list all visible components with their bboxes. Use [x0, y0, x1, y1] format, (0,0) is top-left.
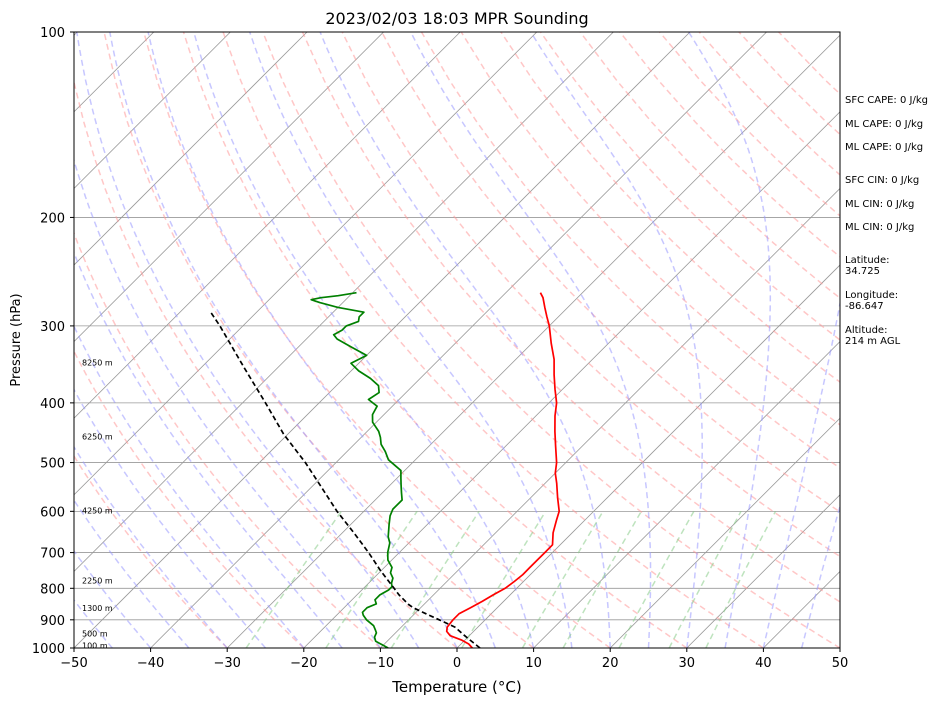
x-tick-label: 40	[755, 656, 772, 671]
isotherm-line	[227, 32, 843, 648]
y-tick-label: 400	[40, 397, 65, 412]
latitude-label: Latitude:	[845, 255, 890, 266]
altitude-value: 214 m AGL	[845, 336, 900, 347]
sfc-cin-text: SFC CIN: 0 J/kg	[845, 175, 919, 186]
height-label: 500 m	[82, 629, 108, 638]
height-label: 4250 m	[82, 506, 113, 515]
chart-title: 2023/02/03 18:03 MPR Sounding	[325, 9, 588, 28]
y-tick-label: 800	[40, 582, 65, 597]
profile-lines	[211, 293, 560, 648]
height-label: 100 m	[82, 642, 108, 651]
y-tick-label: 600	[40, 505, 65, 520]
moist-adiabat-line	[22, 32, 343, 648]
x-tick-label: −10	[367, 656, 394, 671]
longitude-label: Longitude:	[845, 290, 898, 301]
sfc-cape-text: SFC CAPE: 0 J/kg	[845, 95, 928, 106]
dry-adiabat-line	[223, 32, 763, 648]
x-tick-label: 10	[525, 656, 542, 671]
moist-adiabat-line	[250, 32, 572, 648]
y-axis-ticks: 100 200 300 400 500 600 700 800 900 1000	[32, 26, 74, 657]
isotherm-line	[304, 32, 920, 648]
x-tick-label: −30	[213, 656, 240, 671]
x-tick-label: 30	[679, 656, 696, 671]
x-tick-label: 0	[453, 656, 461, 671]
ml-cape-text-1: ML CAPE: 0 J/kg	[845, 119, 923, 130]
isotherm-line	[0, 32, 460, 648]
ml-cin-text-1: ML CIN: 0 J/kg	[845, 199, 914, 210]
y-tick-label: 100	[40, 26, 65, 41]
moist-adiabat-line	[531, 32, 702, 648]
y-tick-label: 300	[40, 320, 65, 335]
isotherm-line	[0, 32, 613, 648]
y-tick-label: 700	[40, 547, 65, 562]
plot-frame	[74, 32, 840, 648]
dry-adiabat-line	[144, 32, 610, 648]
moist-adiabat-line	[148, 32, 495, 648]
y-tick-label: 500	[40, 457, 65, 472]
y-tick-label: 900	[40, 614, 65, 629]
x-tick-label: −50	[60, 656, 87, 671]
x-axis-ticks: −50 −40 −30 −20 −10 0 10 20 30 40 50	[60, 648, 848, 671]
ml-cin-text-2: ML CIN: 0 J/kg	[845, 222, 914, 233]
height-label: 2250 m	[82, 577, 113, 586]
mixing-ratio-line	[523, 511, 604, 648]
isotherm-line	[74, 32, 690, 648]
moist-adiabat-line	[0, 32, 189, 648]
isotherm-line	[0, 32, 1, 648]
x-tick-label: 50	[832, 656, 849, 671]
height-label: 1300 m	[82, 604, 113, 613]
dry-adiabat-line	[104, 32, 533, 648]
mixing-ratio-line	[706, 511, 776, 648]
latitude-value: 34.725	[845, 266, 880, 277]
isotherm-line	[0, 32, 230, 648]
x-tick-label: 20	[602, 656, 619, 671]
background-reference-lines	[0, 32, 946, 648]
ml-cape-text-2: ML CAPE: 0 J/kg	[845, 142, 923, 153]
mixing-ratio-line	[246, 511, 341, 648]
height-label: 8250 m	[82, 358, 113, 367]
moist-adiabat-line	[411, 32, 651, 648]
y-tick-label: 1000	[32, 642, 65, 657]
x-tick-label: −20	[290, 656, 317, 671]
y-tick-label: 200	[40, 211, 65, 226]
x-axis-label: Temperature (°C)	[391, 678, 521, 696]
mixing-ratio-line	[669, 511, 741, 648]
longitude-value: -86.647	[845, 301, 884, 312]
y-axis-label: Pressure (hPa)	[9, 293, 24, 386]
dry-adiabat-line	[25, 32, 381, 648]
altitude-label: Altitude:	[845, 325, 887, 336]
moist-adiabat-line	[320, 32, 610, 648]
height-labels: 100 m 500 m 1300 m 2250 m 4250 m 6250 m 8250 m	[82, 358, 113, 650]
height-label: 6250 m	[82, 432, 113, 441]
x-tick-label: −40	[137, 656, 164, 671]
